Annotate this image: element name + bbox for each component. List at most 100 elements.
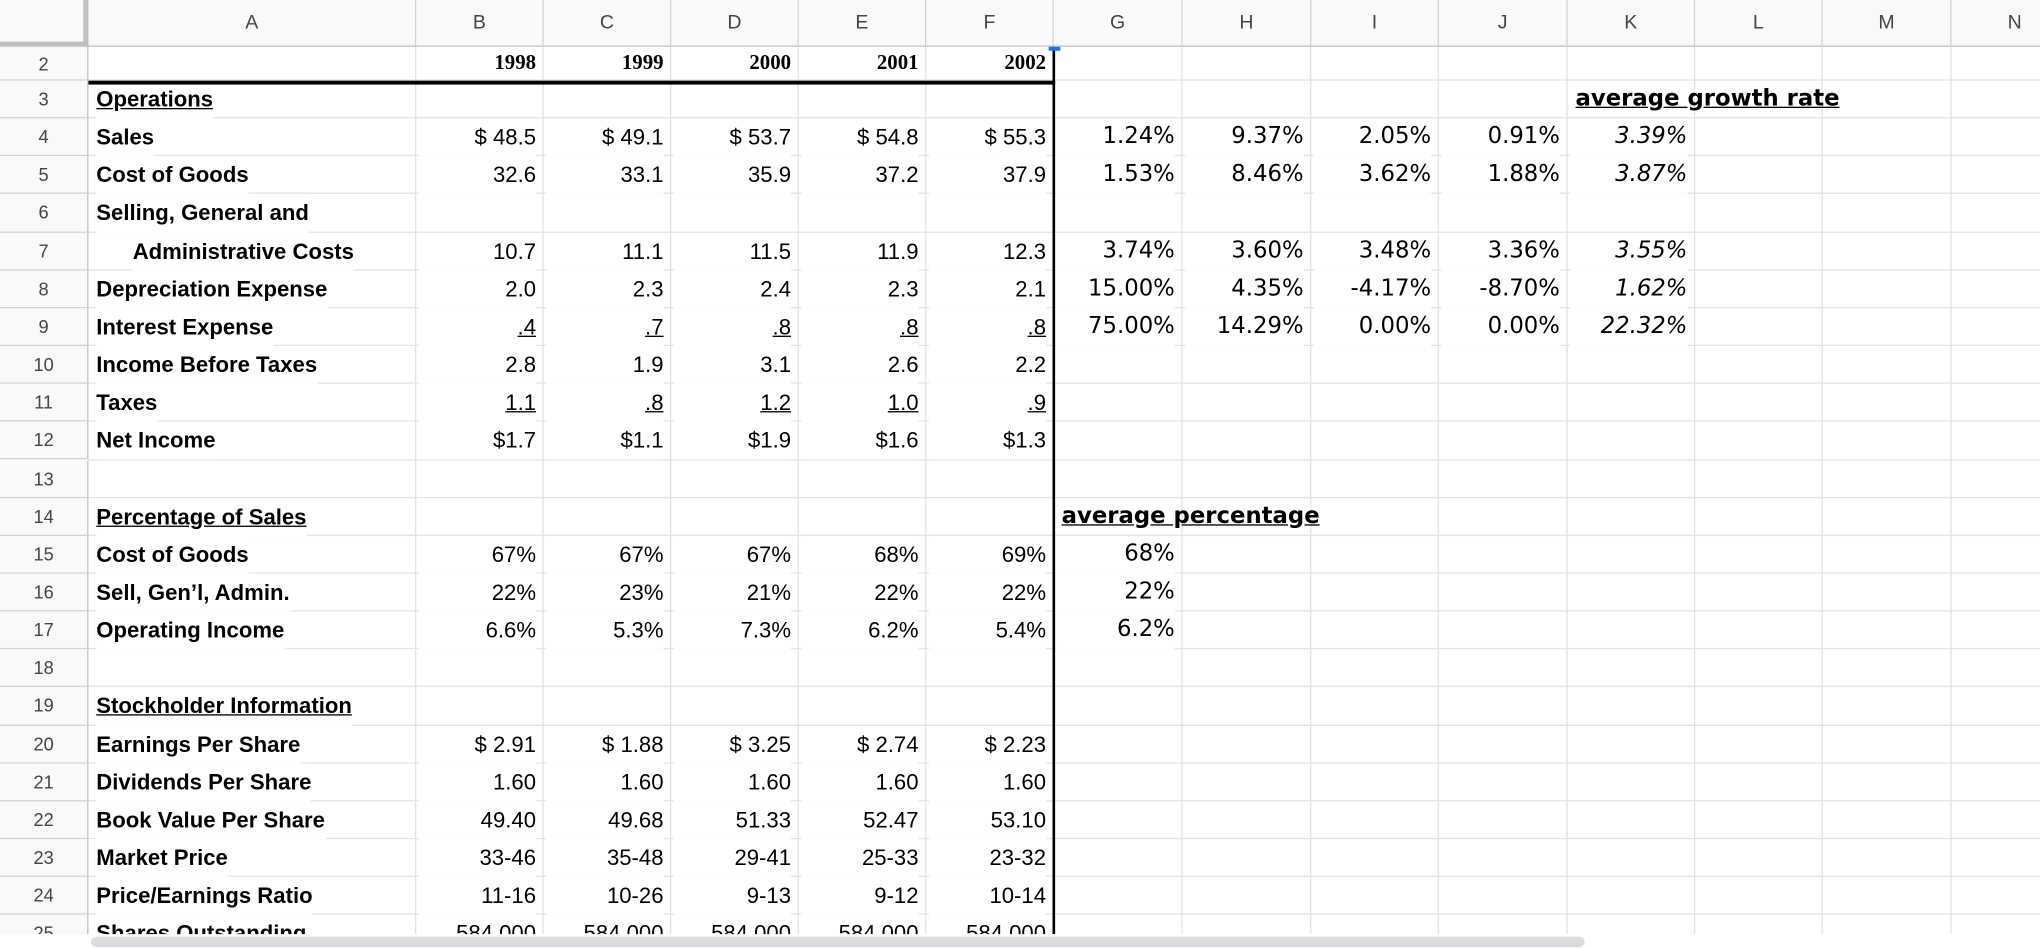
cell[interactable]: 22% [801, 573, 919, 612]
cell[interactable]: 69% [928, 535, 1047, 574]
cell[interactable]: 35.9 [673, 156, 792, 195]
cell[interactable]: 22.32% [1570, 308, 1688, 347]
cell[interactable]: Market Price [96, 839, 228, 878]
cell[interactable]: 35-48 [546, 839, 664, 878]
cell[interactable]: 22% [418, 573, 537, 612]
row-header[interactable]: 13 [0, 459, 89, 498]
row-header[interactable]: 14 [0, 497, 89, 536]
cell[interactable]: 14.29% [1185, 308, 1304, 347]
cell[interactable]: 3.36% [1441, 232, 1560, 271]
cell[interactable]: 53.10 [928, 801, 1047, 840]
cell[interactable]: 2001 [801, 46, 919, 79]
cell[interactable]: 23% [546, 573, 664, 612]
cell[interactable]: 51.33 [673, 801, 792, 840]
cell[interactable]: 1.60 [546, 763, 664, 802]
cell[interactable]: $1.6 [801, 421, 919, 460]
cell[interactable]: 1.24% [1056, 118, 1175, 157]
cell[interactable]: 2.3 [801, 270, 919, 309]
cell[interactable]: 32.6 [418, 156, 537, 195]
cell[interactable]: .8 [928, 308, 1047, 347]
cell[interactable]: 1.62% [1570, 270, 1688, 309]
row-header[interactable]: 18 [0, 649, 89, 688]
cell[interactable]: 0.00% [1441, 308, 1560, 347]
cell[interactable]: 5.4% [928, 611, 1047, 650]
cell[interactable]: 11.9 [801, 232, 919, 271]
column-header[interactable]: K [1567, 0, 1696, 47]
cell[interactable]: 2.0 [418, 270, 537, 309]
cell[interactable]: Stockholder Information [96, 687, 352, 726]
cell[interactable]: $ 49.1 [546, 118, 664, 157]
cell[interactable]: $ 2.23 [928, 725, 1047, 764]
cell[interactable]: .7 [546, 308, 664, 347]
cell[interactable]: 67% [418, 535, 537, 574]
row-header[interactable]: 3 [0, 80, 89, 119]
cell[interactable]: 1.2 [673, 384, 792, 422]
row-header[interactable]: 16 [0, 573, 89, 612]
cell[interactable]: 5.3% [546, 611, 664, 650]
cell[interactable]: 68% [1056, 535, 1175, 574]
cell[interactable]: .8 [546, 384, 664, 422]
cell[interactable]: .8 [801, 308, 919, 347]
row-header[interactable]: 15 [0, 535, 89, 574]
cell[interactable]: 23-32 [928, 839, 1047, 878]
cell[interactable]: 10-26 [546, 877, 664, 915]
cell[interactable]: 7.3% [673, 611, 792, 650]
column-header[interactable]: A [88, 0, 417, 47]
cell[interactable]: $1.3 [928, 421, 1047, 460]
cell[interactable]: 22% [1056, 573, 1175, 612]
cell[interactable]: 1.88% [1441, 156, 1560, 195]
cell[interactable]: Cost of Goods [96, 535, 249, 574]
cell[interactable]: 37.2 [801, 156, 919, 195]
cell[interactable]: .4 [418, 308, 537, 347]
cell[interactable]: 2.3 [546, 270, 664, 309]
cell[interactable]: 11.5 [673, 232, 792, 271]
cell[interactable]: 22% [928, 573, 1047, 612]
cell[interactable]: Operating Income [96, 611, 285, 650]
row-header[interactable]: 6 [0, 194, 89, 233]
cell[interactable]: $ 3.25 [673, 725, 792, 764]
cell[interactable]: 2002 [928, 46, 1047, 79]
cell[interactable]: average growth rate [1575, 85, 1840, 112]
cell[interactable]: 3.1 [673, 346, 792, 385]
column-header[interactable]: M [1822, 0, 1952, 47]
cell[interactable]: $1.7 [418, 421, 537, 460]
row-header[interactable]: 12 [0, 421, 89, 460]
cell[interactable]: 0.91% [1441, 118, 1560, 157]
cell[interactable]: 2.2 [928, 346, 1047, 385]
cell[interactable]: 12.3 [928, 232, 1047, 271]
column-header[interactable]: I [1311, 0, 1439, 47]
cell[interactable]: Percentage of Sales [96, 497, 307, 536]
cell[interactable]: $ 2.91 [418, 725, 537, 764]
cell[interactable]: $ 53.7 [673, 118, 792, 157]
cell[interactable]: Administrative Costs [132, 232, 354, 271]
row-header[interactable]: 17 [0, 611, 89, 650]
cell[interactable]: Sales [96, 118, 155, 157]
row-header[interactable]: 24 [0, 877, 89, 915]
cell[interactable]: $1.1 [546, 421, 664, 460]
cell[interactable]: 1.0 [801, 384, 919, 422]
cell[interactable]: 67% [673, 535, 792, 574]
row-header[interactable]: 11 [0, 384, 89, 422]
cell[interactable]: 1.53% [1056, 156, 1175, 195]
cell[interactable]: 1999 [546, 46, 664, 79]
cell[interactable]: $ 1.88 [546, 725, 664, 764]
column-header[interactable]: N [1951, 0, 2040, 47]
column-header[interactable]: E [798, 0, 927, 47]
cell[interactable]: 2.05% [1314, 118, 1432, 157]
cell[interactable]: average percentage [1061, 503, 1320, 530]
cell[interactable]: Book Value Per Share [96, 801, 325, 840]
cell[interactable]: Operations [96, 80, 214, 119]
cell[interactable]: Taxes [96, 384, 158, 422]
cell[interactable]: Interest Expense [96, 308, 274, 347]
cell[interactable]: 3.60% [1185, 232, 1304, 271]
column-header[interactable]: G [1053, 0, 1183, 47]
cell[interactable]: -8.70% [1441, 270, 1560, 309]
row-header[interactable]: 10 [0, 346, 89, 385]
cell[interactable]: 1.60 [928, 763, 1047, 802]
cell[interactable]: Sell, Gen’l, Admin. [96, 573, 290, 612]
cell[interactable]: 8.46% [1185, 156, 1304, 195]
row-header[interactable]: 23 [0, 839, 89, 878]
column-header[interactable]: J [1438, 0, 1568, 47]
column-header[interactable]: F [926, 0, 1054, 47]
cell[interactable]: 29-41 [673, 839, 792, 878]
